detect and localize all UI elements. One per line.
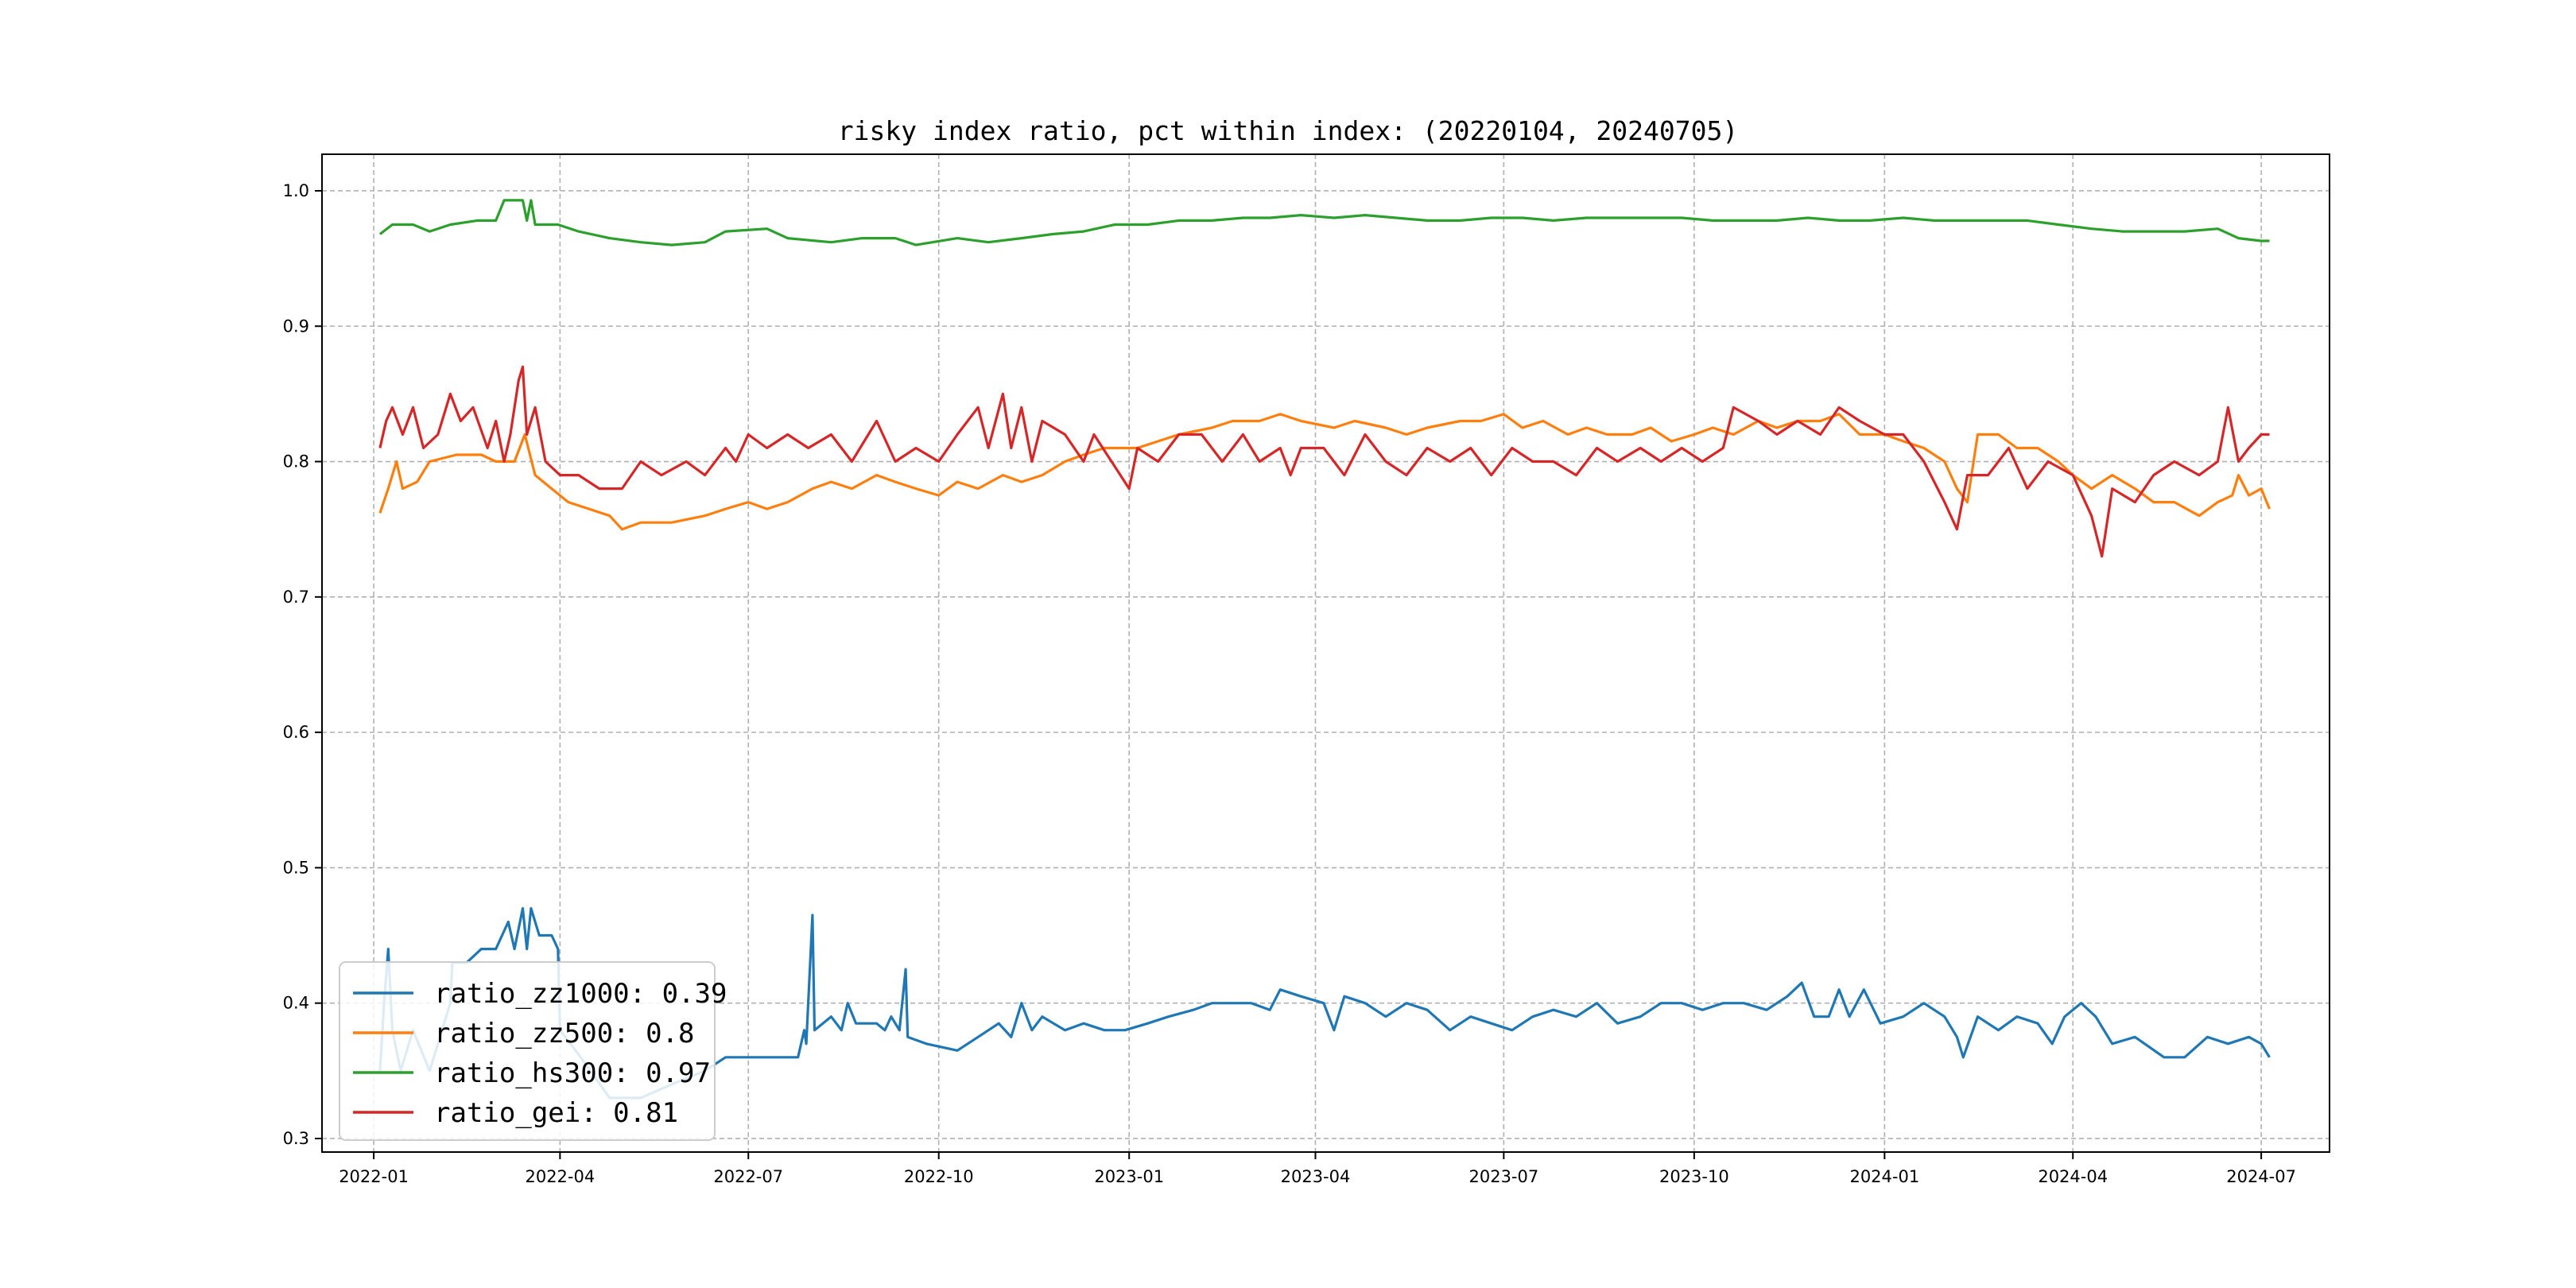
- x-tick-label: 2023-01: [1094, 1167, 1164, 1186]
- x-tick-label: 2022-10: [904, 1167, 974, 1186]
- y-tick-label: 0.9: [283, 316, 309, 336]
- x-tick-label: 2023-04: [1281, 1167, 1351, 1186]
- y-tick-label: 0.5: [283, 858, 309, 877]
- y-tick-label: 0.4: [283, 994, 309, 1013]
- tick-layer: 0.3 0.4 0.5 0.6 0.7 0.8 0.9 1.0 2022-01 2022-04 20…: [283, 181, 2296, 1186]
- x-tick-label: 2022-04: [525, 1167, 595, 1186]
- y-tick-label: 0.3: [283, 1129, 309, 1148]
- x-tick-label: 2024-07: [2226, 1167, 2296, 1186]
- legend-label: ratio_hs300: 0.97: [434, 1057, 711, 1089]
- legend: ratio_zz1000: 0.39 ratio_zz500: 0.8 ratio_…: [339, 961, 727, 1141]
- y-tick-label: 1.0: [283, 181, 309, 200]
- y-tick-label: 0.7: [283, 588, 309, 607]
- x-tick-label: 2022-07: [713, 1167, 783, 1186]
- y-tick-label: 0.6: [283, 723, 309, 742]
- legend-box: [339, 961, 716, 1141]
- plot-frame: [321, 153, 2330, 1153]
- series-line-3: [378, 199, 2270, 246]
- legend-label: ratio_zz500: 0.8: [434, 1018, 695, 1049]
- legend-label: ratio_zz1000: 0.39: [434, 978, 727, 1010]
- x-tick-label: 2022-01: [339, 1167, 409, 1186]
- x-tick-label: 2024-04: [2038, 1167, 2108, 1186]
- x-tick-label: 2023-10: [1659, 1167, 1729, 1186]
- legend-label: ratio_gei: 0.81: [434, 1097, 678, 1129]
- y-tick-label: 0.8: [283, 452, 309, 471]
- x-tick-label: 2023-07: [1468, 1167, 1538, 1186]
- chart-title: risky index ratio, pct within index: (20…: [838, 115, 1738, 146]
- series-line-2: [378, 413, 2271, 531]
- x-tick-label: 2024-01: [1849, 1167, 1919, 1186]
- series-line-4: [378, 365, 2270, 558]
